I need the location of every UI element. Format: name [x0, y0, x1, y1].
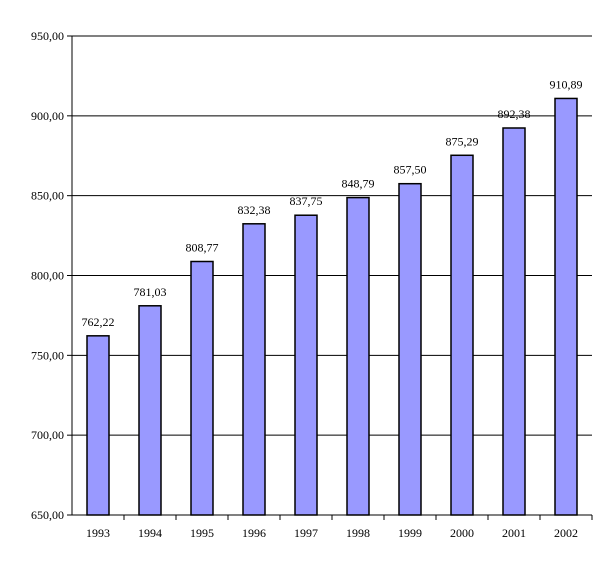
bars	[86, 97, 578, 516]
data-label: 781,03	[134, 285, 167, 299]
x-tick-label: 1996	[242, 526, 266, 540]
bar	[138, 305, 162, 516]
x-tick-label: 1995	[190, 526, 214, 540]
data-label: 857,50	[394, 163, 427, 177]
y-tick-label: 900,00	[31, 109, 64, 123]
data-label: 832,38	[238, 203, 271, 217]
y-tick-label: 700,00	[31, 428, 64, 442]
x-tick-label: 1998	[346, 526, 370, 540]
data-label: 837,75	[290, 194, 323, 208]
bar	[294, 214, 318, 516]
x-tick-label: 1993	[86, 526, 110, 540]
data-label: 848,79	[342, 177, 375, 191]
y-tick-label: 750,00	[31, 348, 64, 362]
bar	[86, 335, 110, 516]
x-tick-label: 1994	[138, 526, 162, 540]
y-tick-label: 800,00	[31, 269, 64, 283]
bar	[242, 223, 266, 516]
x-tick-label: 1997	[294, 526, 318, 540]
data-label: 875,29	[446, 134, 479, 148]
bar	[398, 182, 422, 516]
x-tick-label: 2000	[450, 526, 474, 540]
bar	[190, 260, 214, 516]
y-tick-label: 950,00	[31, 29, 64, 43]
data-label: 892,38	[498, 107, 531, 121]
bar	[502, 127, 526, 516]
y-tick-label: 850,00	[31, 189, 64, 203]
y-tick-label: 650,00	[31, 508, 64, 522]
bar	[346, 196, 370, 516]
axes	[67, 35, 593, 520]
data-label: 910,89	[550, 77, 583, 91]
bar	[554, 97, 578, 516]
x-tick-labels: 1993 1994 1995 1996 1997 1998 1999 2000 2001 2002	[86, 526, 578, 540]
data-labels: 762,22 781,03 808,77 832,38 837,75 848,79 857,…	[82, 77, 583, 328]
x-tick-label: 2002	[554, 526, 578, 540]
data-label: 808,77	[186, 240, 219, 254]
x-tick-label: 2001	[502, 526, 526, 540]
y-tick-labels: 650,00 700,00 750,00 800,00 850,00 900,00 950,…	[31, 29, 64, 522]
data-label: 762,22	[82, 315, 115, 329]
bar	[450, 154, 474, 516]
x-tick-label: 1999	[398, 526, 422, 540]
